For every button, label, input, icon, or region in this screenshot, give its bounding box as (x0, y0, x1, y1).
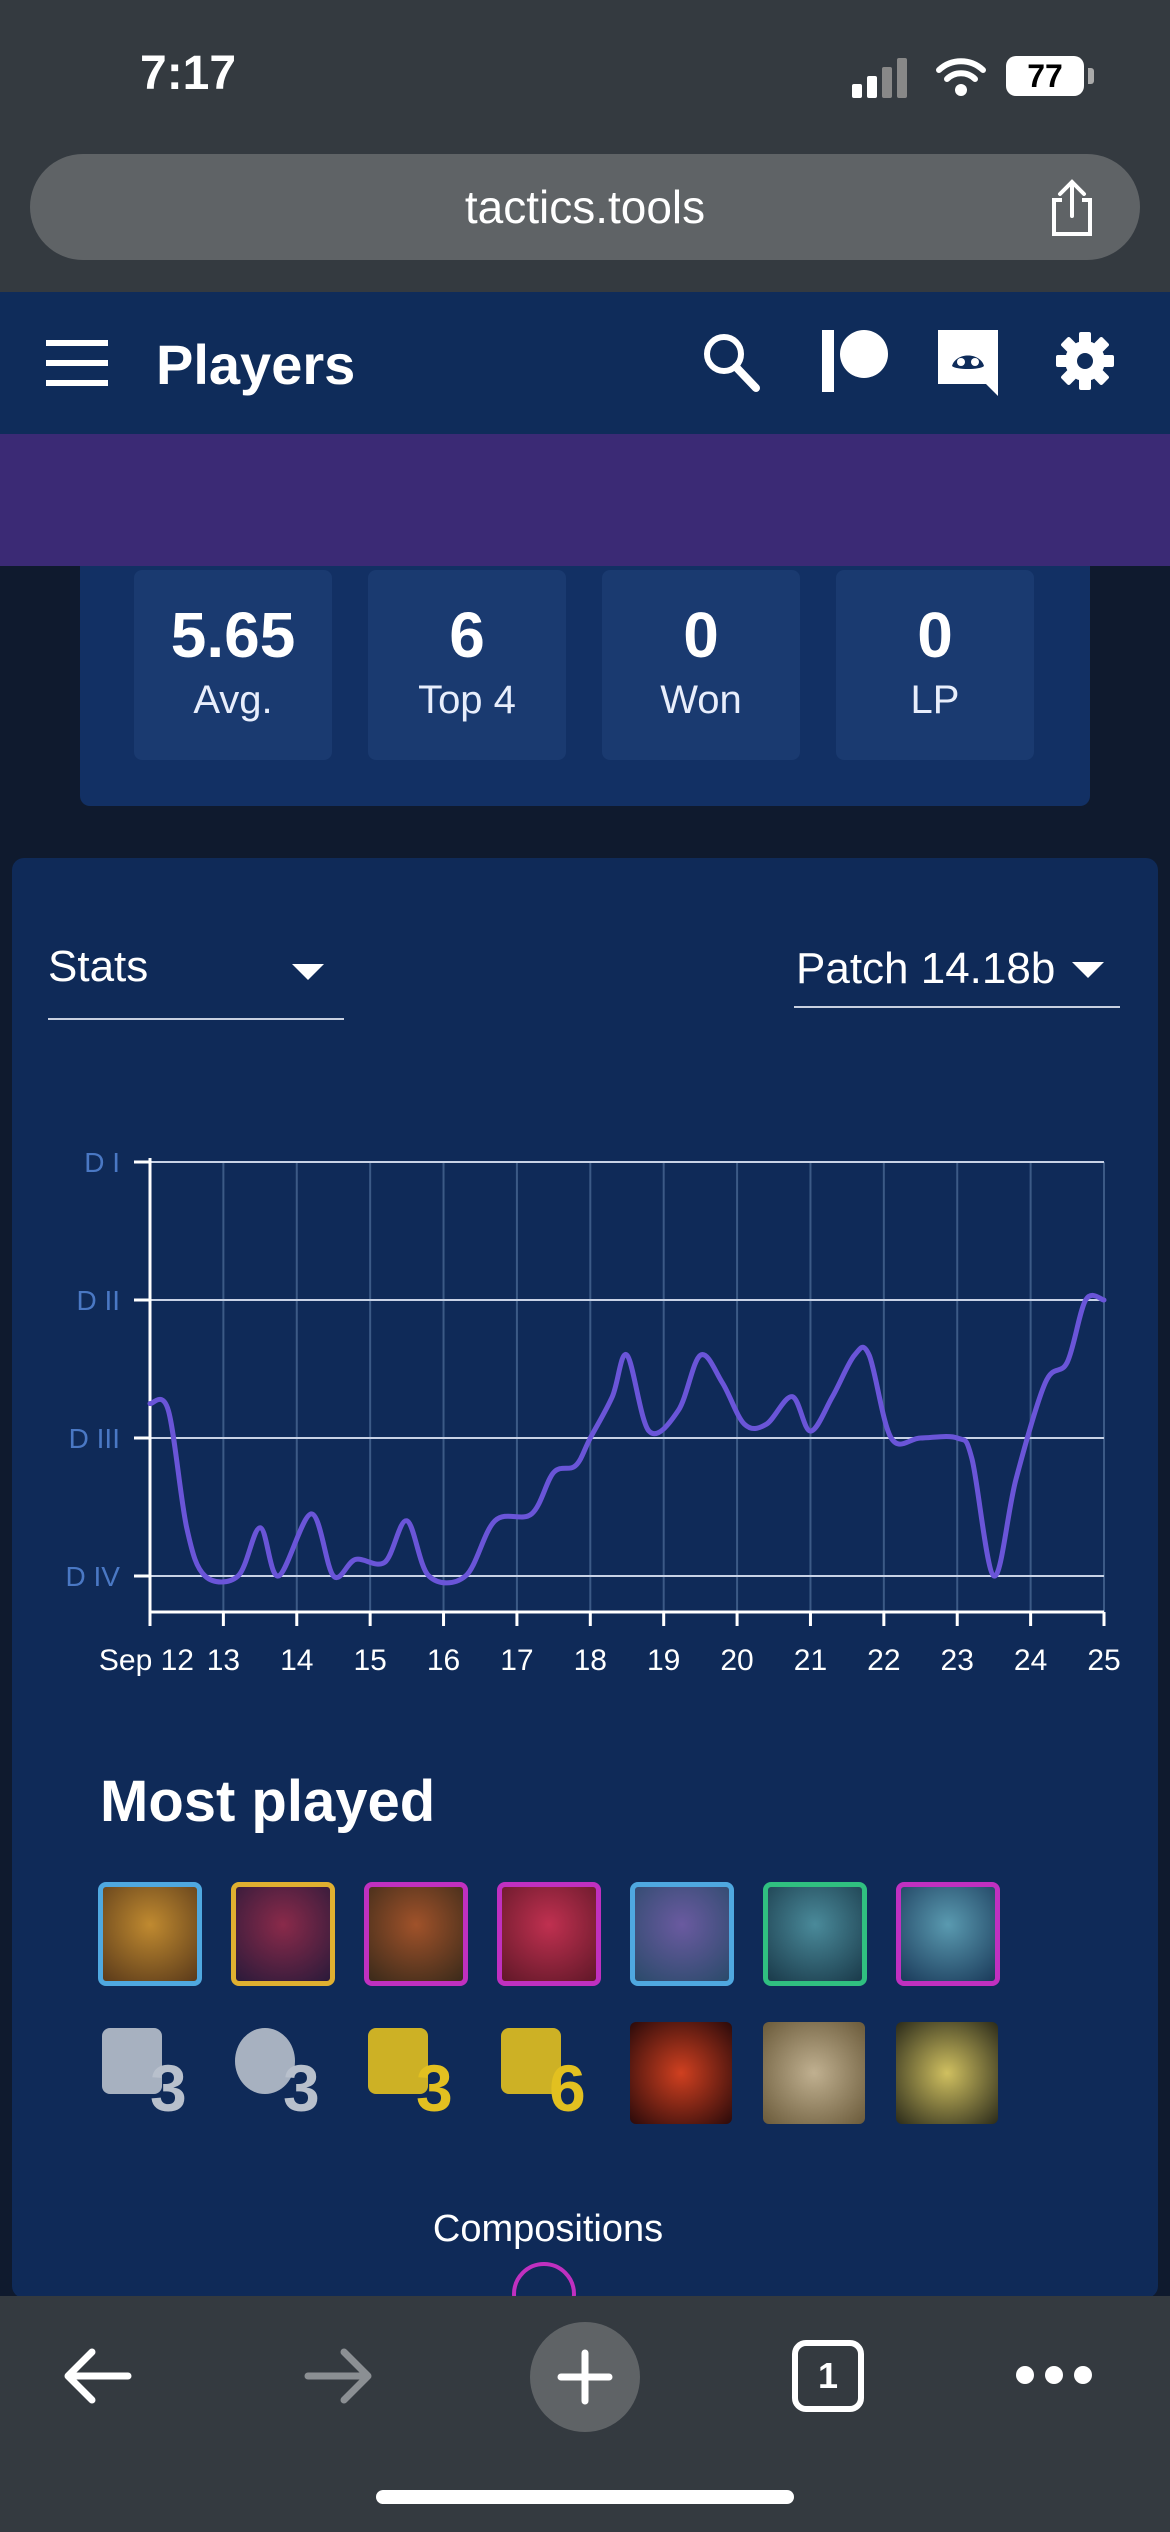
trait-count: 3 (416, 2051, 453, 2125)
x-tick-label: 16 (427, 1644, 460, 1677)
tab-count-button[interactable]: 1 (792, 2340, 864, 2412)
patch-dropdown-value: Patch 14.18b (796, 944, 1056, 993)
rank-history-chart: D IV D III D II D I Sep 12 13 14 15 16 17 18 19 20 2… (66, 1147, 1121, 1677)
x-tick-label: 13 (207, 1644, 240, 1677)
plus-icon (557, 2349, 613, 2405)
browser-bottom-bar: 1 (0, 2296, 1170, 2532)
stat-top4: 6 Top 4 (368, 570, 566, 760)
x-tick-label: 19 (647, 1644, 680, 1677)
stat-value: 6 (449, 599, 485, 671)
champion-3-icon[interactable] (364, 1882, 468, 1986)
x-tick-label: Sep 12 (99, 1644, 194, 1677)
back-arrow-icon[interactable] (58, 2338, 134, 2414)
trait-emblem (501, 2028, 561, 2094)
url-text: tactics.tools (464, 181, 706, 233)
item-armor-icon[interactable] (763, 2022, 865, 2124)
chevron-down-icon (1072, 962, 1104, 978)
stat-value: 0 (683, 599, 719, 671)
champion-6-icon[interactable] (763, 1882, 867, 1986)
trait-emblem (235, 2028, 295, 2094)
compositions-label: Compositions (432, 2208, 664, 2250)
forward-arrow-icon[interactable] (302, 2338, 378, 2414)
item-lightning-blade-icon[interactable] (896, 2022, 998, 2124)
stat-value: 5.65 (170, 599, 296, 671)
search-icon[interactable] (700, 330, 762, 394)
app-header: Players (0, 292, 1170, 434)
x-tick-label: 25 (1087, 1644, 1120, 1677)
x-tick-label: 22 (867, 1644, 900, 1677)
champion-2-icon[interactable] (231, 1882, 335, 1986)
status-time: 7:17 (140, 47, 237, 100)
rank-series-line (147, 1292, 1107, 1586)
x-axis-labels: Sep 12 13 14 15 16 17 18 19 20 21 22 23 24 25 (99, 1644, 1121, 1677)
y-tick-label: D II (76, 1285, 120, 1316)
stat-label: Avg. (193, 678, 273, 722)
trait-emblem (368, 2028, 428, 2094)
patch-dropdown[interactable]: Patch 14.18b (794, 934, 1120, 1008)
page-title: Players (156, 333, 356, 396)
status-bar: 7:17 77 (0, 0, 1170, 150)
trait-count: 3 (150, 2051, 187, 2125)
x-tick-label: 17 (500, 1644, 533, 1677)
home-indicator (376, 2490, 794, 2504)
stat-value: 0 (917, 599, 953, 671)
signal-icon (852, 58, 912, 98)
stats-dropdown-value: Stats (48, 942, 149, 991)
wifi-icon (936, 58, 986, 96)
x-tick-label: 21 (794, 1644, 827, 1677)
more-options-icon[interactable] (1016, 2366, 1092, 2386)
y-tick-label: D IV (66, 1561, 121, 1592)
stat-label: Top 4 (418, 678, 516, 722)
menu-icon[interactable] (46, 340, 108, 386)
x-tick-label: 14 (280, 1644, 313, 1677)
champion-7-icon[interactable] (896, 1882, 1000, 1986)
settings-gear-icon[interactable] (1054, 330, 1116, 392)
y-tick-label: D III (69, 1423, 120, 1454)
stats-dropdown[interactable]: Stats (48, 930, 344, 1020)
trait-emblem (102, 2028, 162, 2094)
chevron-down-icon (292, 964, 324, 980)
address-bar[interactable]: tactics.tools (30, 154, 1140, 260)
stat-lp: 0 LP (836, 570, 1034, 760)
champion-4-icon[interactable] (497, 1882, 601, 1986)
x-tick-label: 20 (720, 1644, 753, 1677)
stats-summary-card: 5.65 Avg. 6 Top 4 0 Won 0 LP (80, 566, 1090, 806)
trait-sparkle-icon[interactable]: 3 (98, 2022, 208, 2126)
y-tick-label: D I (84, 1147, 120, 1178)
trait-figure-icon[interactable]: 6 (497, 2022, 607, 2126)
new-tab-button[interactable] (530, 2322, 640, 2432)
item-red-sword-icon[interactable] (630, 2022, 732, 2124)
x-tick-label: 18 (574, 1644, 607, 1677)
trait-time-icon[interactable]: 3 (231, 2022, 341, 2126)
profile-banner (0, 434, 1170, 566)
chart-grid (134, 1158, 1106, 1626)
stat-avg: 5.65 Avg. (134, 570, 332, 760)
battery-tip (1088, 68, 1094, 84)
x-tick-label: 23 (941, 1644, 974, 1677)
x-tick-label: 15 (353, 1644, 386, 1677)
share-icon[interactable] (1042, 176, 1102, 240)
trait-and-item-row: 3 3 3 6 (98, 2022, 1018, 2126)
y-axis-labels: D IV D III D II D I (66, 1147, 121, 1592)
champion-5-icon[interactable] (630, 1882, 734, 1986)
trait-dragon-icon[interactable]: 3 (364, 2022, 474, 2126)
trait-count: 6 (549, 2051, 586, 2125)
stat-label: Won (660, 678, 742, 722)
stat-won: 0 Won (602, 570, 800, 760)
patreon-icon[interactable] (820, 328, 890, 394)
stat-label: LP (910, 678, 960, 722)
discord-icon[interactable] (934, 326, 1002, 398)
trait-count: 3 (283, 2051, 320, 2125)
most-played-title: Most played (100, 1769, 436, 1834)
battery-level: 77 (1027, 58, 1063, 94)
champion-1-icon[interactable] (98, 1882, 202, 1986)
browser-toolbar: tactics.tools (0, 140, 1170, 292)
battery-icon: 77 (1006, 56, 1084, 96)
x-tick-label: 24 (1014, 1644, 1047, 1677)
champion-icon-row (98, 1882, 1018, 1992)
